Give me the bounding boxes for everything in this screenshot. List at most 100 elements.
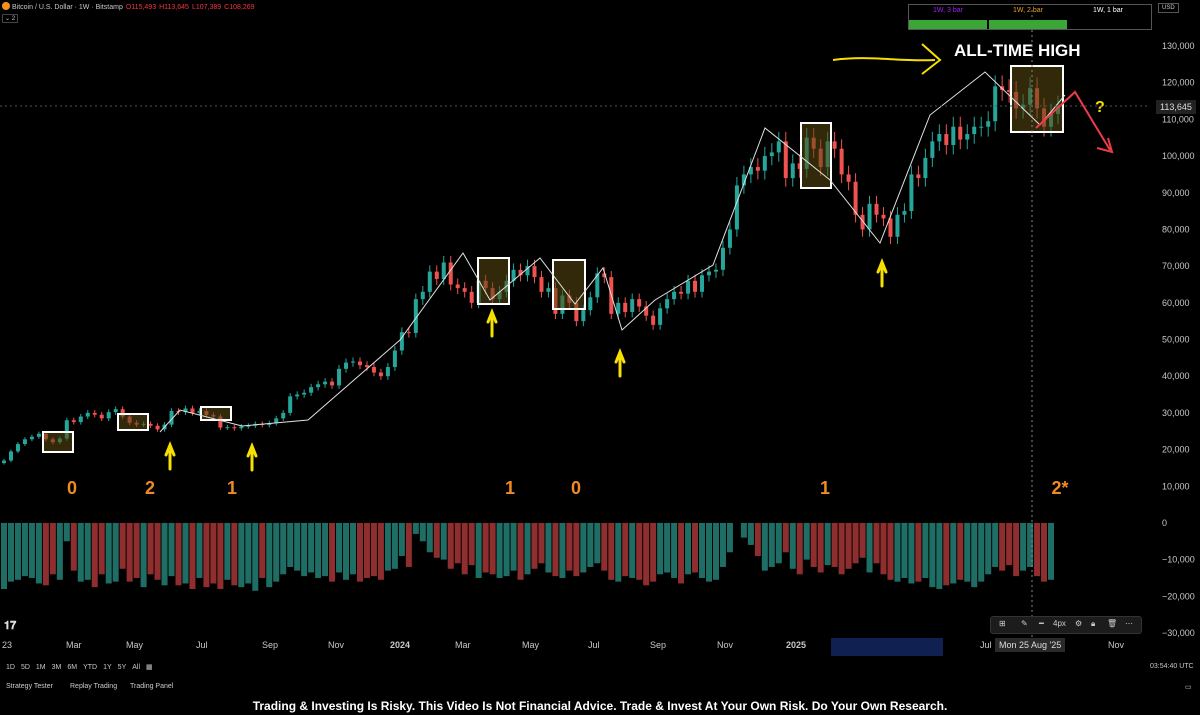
range-1d[interactable]: 1D — [6, 664, 15, 671]
volume-bar — [496, 522, 503, 578]
candle-body — [881, 214, 886, 219]
volume-bar — [510, 522, 517, 571]
calendar-icon[interactable]: ▦ — [146, 664, 153, 671]
candle-body — [546, 288, 551, 292]
volume-bar — [280, 522, 287, 575]
candle-body — [588, 297, 593, 311]
volume-bar — [252, 522, 259, 591]
candle-body — [274, 418, 279, 424]
volume-bar — [796, 522, 803, 575]
candle-body — [979, 126, 984, 128]
expand-icon[interactable]: ▭ — [1185, 684, 1192, 691]
highlight-box — [1010, 65, 1064, 133]
volume-bar — [622, 522, 629, 577]
volume-bar — [384, 522, 391, 571]
lock-icon[interactable]: 🔒︎ — [1091, 619, 1096, 628]
volume-bar — [594, 522, 601, 564]
settings-icon[interactable]: ⚙ — [1075, 619, 1083, 628]
currency-selector[interactable]: USD — [1158, 3, 1179, 13]
candle-body — [92, 412, 97, 415]
line-width-icon[interactable]: ━ — [1039, 619, 1044, 628]
volume-bar — [447, 522, 454, 569]
ohlc-open: O115,493 — [125, 4, 157, 11]
volume-bar — [1027, 522, 1034, 567]
candle-body — [616, 302, 621, 314]
candle-body — [29, 436, 34, 440]
volume-bar — [308, 522, 315, 573]
volume-bar — [1048, 522, 1055, 580]
range-all[interactable]: All — [132, 664, 141, 671]
volume-bar — [210, 522, 217, 584]
candle-body — [972, 126, 977, 135]
tab-replay-trading[interactable]: Replay Trading — [70, 683, 118, 690]
candle-body — [169, 411, 174, 425]
grid-icon[interactable]: ⊞ — [999, 619, 1006, 628]
volume-bar — [643, 522, 650, 586]
range-6m[interactable]: 6M — [67, 664, 78, 671]
range-1y[interactable]: 1Y — [103, 664, 112, 671]
time-selection-highlight — [831, 638, 943, 656]
candle-body — [420, 291, 425, 300]
volume-bar — [245, 522, 252, 584]
cycle-count-label: 2* — [1051, 478, 1068, 498]
time-axis-label: Nov — [1108, 640, 1125, 650]
price-tick-label: 80,000 — [1162, 224, 1190, 234]
volume-bar — [908, 522, 915, 584]
candle-body — [518, 269, 523, 276]
more-icon[interactable]: ⋯ — [1125, 619, 1133, 628]
volume-bar — [985, 522, 992, 575]
candle-body — [295, 394, 300, 397]
highlight-box — [477, 257, 510, 305]
volume-bar — [950, 522, 957, 584]
candle-body — [853, 181, 858, 215]
volume-bar — [126, 522, 133, 582]
volume-bar — [629, 522, 636, 578]
volume-bar — [880, 522, 887, 575]
volume-bar — [426, 522, 433, 553]
volume-bar — [775, 522, 782, 564]
symbol-title: Bitcoin / U.S. Dollar · 1W · Bitstamp — [12, 4, 123, 11]
volume-bar — [377, 522, 384, 580]
bitcoin-icon — [2, 2, 10, 10]
range-3m[interactable]: 3M — [51, 664, 62, 671]
candle-body — [874, 203, 879, 215]
tab-trading-panel[interactable]: Trading Panel — [130, 683, 174, 690]
candle-body — [839, 148, 844, 175]
range-buttons: 1D 5D 1M 3M 6M YTD 1Y 5Y All ▦ — [6, 663, 159, 671]
cycle-count-label: 1 — [227, 478, 237, 498]
ath-title: ALL-TIME HIGH — [954, 41, 1081, 60]
volume-bar — [754, 522, 761, 556]
candle-body — [748, 167, 753, 175]
candle-body — [113, 409, 118, 413]
time-axis-label: Nov — [717, 640, 734, 650]
range-ytd[interactable]: YTD — [83, 664, 98, 671]
range-1m[interactable]: 1M — [35, 664, 46, 671]
range-5y[interactable]: 5Y — [117, 664, 127, 671]
volume-bar — [77, 522, 84, 582]
candle-body — [832, 141, 837, 149]
crosshair-date-label: Mon 25 Aug '25 — [995, 638, 1066, 652]
tab-strategy-tester[interactable]: Strategy Tester — [6, 683, 53, 690]
range-5d[interactable]: 5D — [20, 664, 30, 671]
candle-body — [700, 275, 705, 292]
volume-bar — [978, 522, 985, 582]
candle-body — [679, 291, 684, 294]
indicator-collapse-toggle[interactable]: ⌄ 2 — [2, 14, 19, 23]
trash-icon[interactable]: 🗑︎ — [1107, 619, 1118, 628]
candle-body — [867, 203, 872, 230]
price-tick-label: 40,000 — [1162, 371, 1190, 381]
volume-bar — [566, 522, 573, 571]
pencil-icon[interactable]: ✎ — [1021, 619, 1028, 628]
candle-body — [790, 163, 795, 179]
volume-bar — [203, 522, 210, 588]
volume-bar — [845, 522, 852, 569]
time-axis-label: Sep — [650, 640, 666, 650]
volume-bar — [992, 522, 999, 567]
candle-body — [462, 288, 467, 292]
volume-bar — [740, 522, 747, 538]
price-chart[interactable]: 130,000120,000110,000100,00090,00080,000… — [0, 0, 1200, 660]
candle-body — [895, 214, 900, 237]
line-width-label[interactable]: 4px — [1053, 619, 1066, 628]
utc-clock[interactable]: 03:54:40 UTC — [1150, 663, 1194, 670]
volume-bar — [531, 522, 538, 569]
